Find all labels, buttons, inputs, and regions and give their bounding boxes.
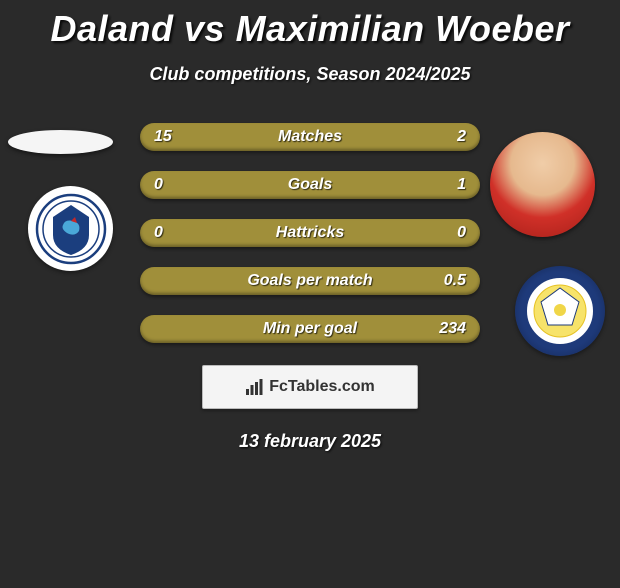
stat-left-value: 0 (154, 176, 178, 194)
stat-left-value: 15 (154, 128, 178, 146)
subtitle: Club competitions, Season 2024/2025 (0, 64, 620, 85)
club-right-badge (515, 266, 605, 356)
stat-right-value: 1 (442, 176, 466, 194)
stat-right-value: 234 (439, 320, 466, 338)
stat-row: 0 Goals 1 (140, 171, 480, 199)
stat-label: Goals per match (247, 272, 372, 290)
stat-label: Matches (278, 128, 342, 146)
club-left-badge (28, 186, 113, 271)
cardiff-badge-icon (35, 193, 107, 265)
stat-label: Min per goal (263, 320, 357, 338)
player-left-avatar (8, 130, 113, 154)
stat-right-value: 0 (442, 224, 466, 242)
page-title: Daland vs Maximilian Woeber (0, 8, 620, 50)
player-right-avatar (490, 132, 595, 237)
footer-brand-text: FcTables.com (269, 378, 375, 396)
date-text: 13 february 2025 (0, 431, 620, 452)
stat-row: 0 Hattricks 0 (140, 219, 480, 247)
stat-right-value: 2 (442, 128, 466, 146)
stat-right-value: 0.5 (442, 272, 466, 290)
stat-row: 15 Matches 2 (140, 123, 480, 151)
bar-chart-icon (245, 378, 263, 396)
stat-row: Goals per match 0.5 (140, 267, 480, 295)
stat-label: Hattricks (276, 224, 344, 242)
stat-row: Min per goal 234 (140, 315, 480, 343)
leeds-badge-icon (521, 272, 599, 350)
stat-label: Goals (288, 176, 332, 194)
footer-brand-box[interactable]: FcTables.com (202, 365, 418, 409)
stat-left-value: 0 (154, 224, 178, 242)
